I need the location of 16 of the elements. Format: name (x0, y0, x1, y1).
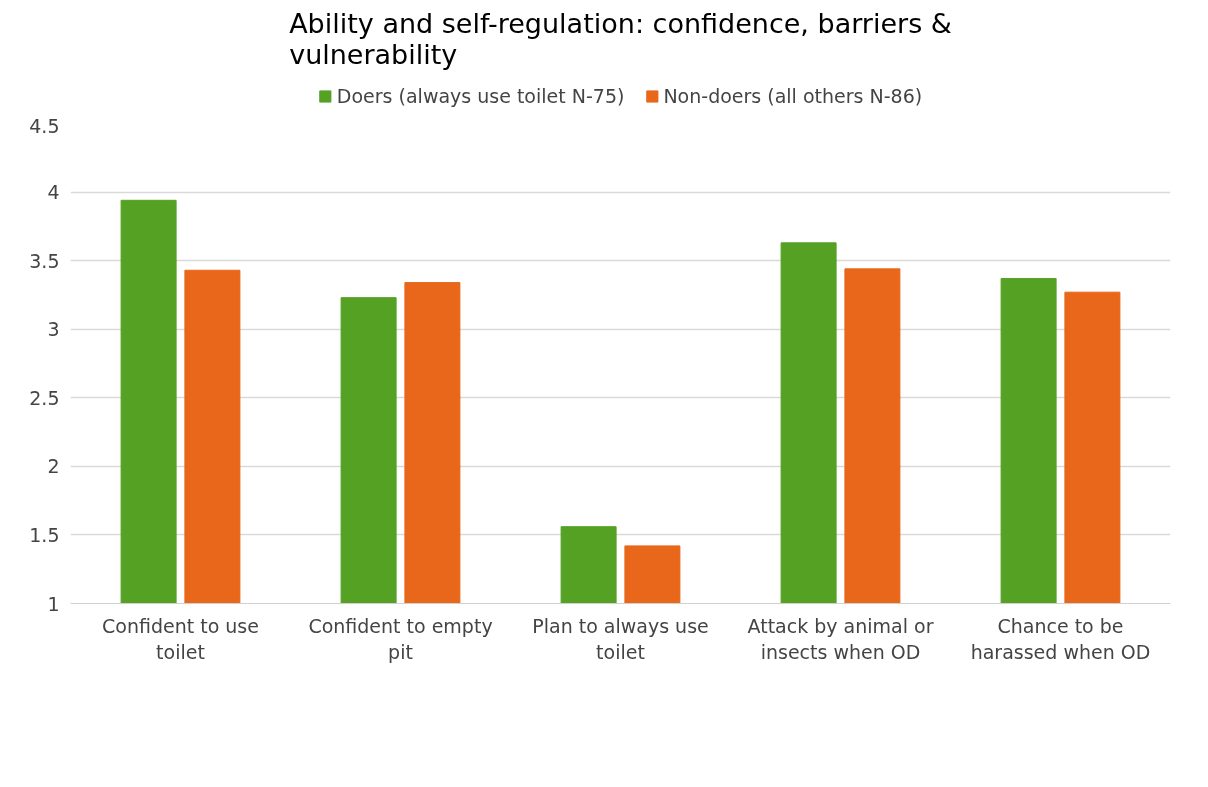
x-tick-label: Attack by animal or insects when OD (747, 614, 934, 663)
x-tick-label: Chance to be harassed when OD (970, 614, 1151, 663)
x-tick-label: Confident to empty pit (308, 614, 493, 663)
y-tick-label: 1.5 (29, 523, 60, 546)
legend-label: Doers (always use toilet N-75) (336, 85, 625, 107)
y-tick-label: 2.5 (29, 386, 60, 409)
x-tick-label: Confident to use toilet (102, 614, 259, 663)
y-tick-label: 1 (47, 592, 60, 615)
y-tick-label: 4 (47, 181, 60, 204)
y-tick-label: 3.5 (29, 249, 60, 272)
y-tick-label: 4.5 (29, 114, 60, 137)
legend-label: Non-doers (all others N-86) (663, 85, 923, 107)
x-tick-label: Plan to always use toilet (532, 614, 709, 663)
y-tick-label: 3 (47, 318, 60, 341)
chart-title: Ability and self-regulation: confidence, barriers & vulnerability (289, 7, 952, 70)
y-tick-label: 2 (47, 455, 60, 478)
